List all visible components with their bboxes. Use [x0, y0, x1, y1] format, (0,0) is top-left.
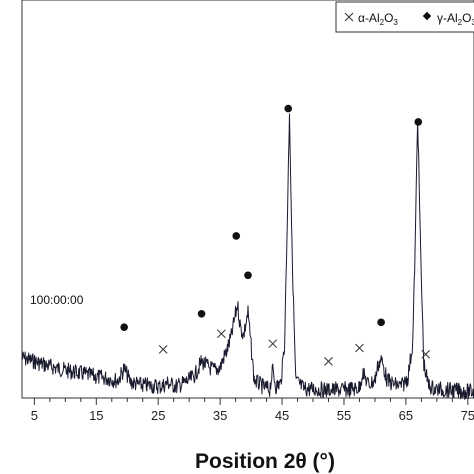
- x-tick-label: 15: [89, 408, 103, 423]
- gamma-marker-5: [377, 318, 385, 327]
- gamma-marker-0: [120, 323, 128, 331]
- series-line-0: [21, 113, 474, 400]
- alpha-marker-4: [355, 343, 364, 353]
- alpha-marker-2: [268, 339, 278, 349]
- x-tick-label: 75: [461, 408, 474, 423]
- alpha-marker-0: [158, 345, 168, 354]
- gamma-marker-1: [197, 309, 206, 318]
- gamma-marker-6: [414, 118, 423, 126]
- alpha-marker-3: [324, 357, 333, 366]
- alpha-marker-1: [217, 329, 226, 339]
- x-tick-label: 35: [213, 408, 227, 423]
- x-tick-label: 5: [31, 408, 38, 423]
- legend-gamma-label: γ-Al2O3: [437, 11, 474, 27]
- x-tick-label: 45: [275, 408, 289, 423]
- legend-alpha-label: α-Al2O3: [358, 11, 398, 27]
- plot-frame: [21, 0, 474, 399]
- x-tick-label: 25: [151, 408, 165, 423]
- marker-layer: [120, 104, 431, 366]
- annotation-label: 100:00:00: [30, 293, 84, 307]
- x-axis-title: Position 2θ (°): [195, 450, 335, 473]
- legend-box: [335, 1, 474, 33]
- legend-alpha-marker: [344, 12, 354, 22]
- x-tick-label: 65: [399, 408, 413, 423]
- x-tick-label: 55: [337, 408, 351, 423]
- gamma-marker-2: [232, 232, 241, 240]
- gamma-marker-3: [244, 271, 252, 280]
- gamma-marker-4: [284, 104, 293, 113]
- legend-gamma-marker: [422, 11, 432, 21]
- x-axis-ticks: 5 15 25 35 45 55 65 75: [31, 398, 474, 423]
- alpha-marker-5: [421, 349, 431, 359]
- series-layer: [21, 113, 474, 400]
- legend: α-Al2O3 γ-Al2O3: [335, 1, 474, 33]
